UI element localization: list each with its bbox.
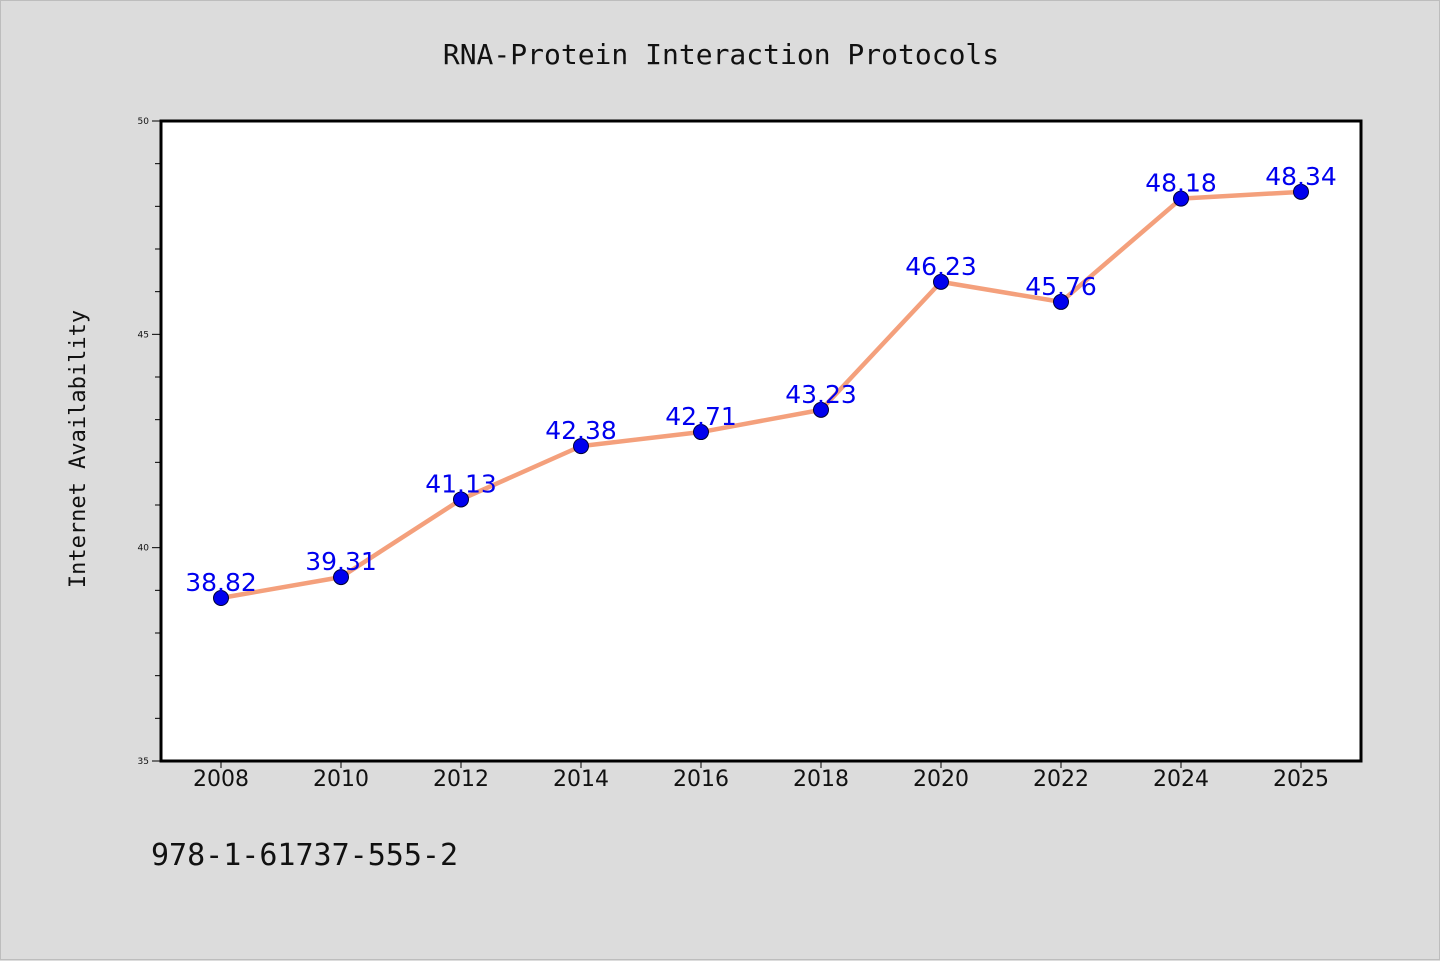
y-axis-label: Internet Availability — [66, 310, 91, 588]
data-point — [453, 491, 469, 508]
data-point — [813, 401, 829, 418]
data-point — [213, 590, 229, 607]
data-label: 42.71 — [665, 402, 737, 431]
y-tick-label: 40 — [138, 544, 150, 554]
data-point — [1173, 190, 1189, 207]
x-axis: 2008 2010 2012 2014 2016 2018 2020 2022 2024 2025 — [193, 761, 1329, 792]
data-label: 45.76 — [1025, 272, 1097, 301]
data-point — [1053, 293, 1069, 310]
x-tick-label: 2022 — [1033, 767, 1089, 792]
y-axis: 35 40 45 50 — [138, 117, 161, 767]
data-label: 43.23 — [785, 380, 857, 409]
data-point — [933, 273, 949, 290]
x-tick-label: 2020 — [913, 767, 969, 792]
data-label: 38.82 — [185, 568, 257, 597]
plot-area — [159, 119, 1363, 763]
chart-title: RNA-Protein Interaction Protocols — [443, 38, 999, 71]
x-tick-label: 2016 — [673, 767, 729, 792]
data-point — [693, 424, 709, 441]
x-tick-label: 2008 — [193, 767, 249, 792]
y-tick-label: 45 — [138, 330, 149, 340]
isbn-label: 978-1-61737-555-2 — [151, 838, 458, 873]
data-label: 42.38 — [545, 416, 617, 445]
series-line-group — [218, 189, 1304, 601]
x-tick-label: 2010 — [313, 767, 369, 792]
x-tick-label: 2014 — [553, 767, 609, 792]
x-tick-label: 2012 — [433, 767, 489, 792]
y-tick-label: 50 — [138, 117, 150, 127]
data-point — [333, 569, 349, 586]
data-label: 39.31 — [305, 547, 377, 576]
data-label: 48.34 — [1265, 162, 1337, 191]
data-markers — [213, 183, 1309, 607]
x-tick-label: 2024 — [1153, 767, 1209, 792]
series-line — [218, 189, 1304, 601]
data-point — [1293, 183, 1309, 200]
data-label: 41.13 — [425, 469, 497, 498]
data-label: 48.18 — [1145, 169, 1217, 198]
y-tick-label: 35 — [138, 757, 149, 767]
x-tick-label: 2018 — [793, 767, 849, 792]
x-tick-label: 2025 — [1273, 767, 1329, 792]
data-point — [573, 438, 589, 455]
data-label: 46.23 — [905, 252, 977, 281]
data-labels: 38.82 39.31 41.13 42.38 42.71 43.23 46.23 45.76… — [185, 162, 1337, 597]
